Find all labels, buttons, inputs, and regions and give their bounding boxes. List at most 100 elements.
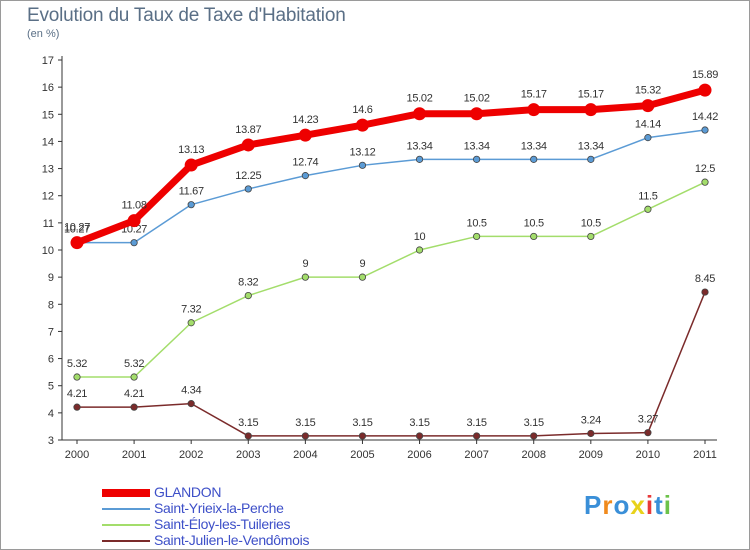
logo-letter: i	[645, 490, 655, 520]
data-point	[187, 319, 195, 327]
data-label: 10.27	[64, 222, 90, 234]
series-line-0	[73, 86, 709, 247]
data-label: 13.34	[578, 140, 604, 152]
data-label: 8.32	[238, 277, 258, 289]
data-point	[73, 373, 81, 381]
y-tick-label: 3	[48, 435, 54, 447]
data-point	[644, 205, 652, 213]
y-tick-label: 6	[48, 354, 54, 366]
legend-label: GLANDON	[154, 484, 222, 500]
data-label: 14.14	[635, 119, 661, 131]
x-tick-label: 2000	[65, 449, 89, 461]
data-label: 12.74	[292, 157, 318, 169]
data-label: 13.12	[349, 146, 375, 158]
logo-letter: o	[613, 490, 631, 520]
data-label: 8.45	[695, 273, 715, 285]
data-label: 15.02	[407, 93, 433, 105]
logo-letter: P	[584, 490, 603, 520]
data-point	[698, 83, 712, 97]
legend-item: Saint-Yrieix-la-Perche	[102, 500, 362, 516]
data-label: 4.21	[124, 388, 144, 400]
data-point	[187, 201, 195, 209]
x-tick-label: 2007	[464, 449, 488, 461]
data-label: 7.32	[181, 304, 201, 316]
legend-label: Saint-Julien-le-Vendômois	[154, 532, 310, 548]
logo-letter: x	[630, 490, 646, 520]
data-point	[187, 400, 195, 408]
data-point	[587, 232, 595, 241]
y-tick-label: 14	[42, 136, 54, 148]
data-point	[641, 99, 655, 113]
data-point	[584, 103, 598, 117]
x-tick-label: 2001	[122, 449, 146, 461]
data-label: 13.34	[521, 140, 547, 152]
y-tick-label: 5	[48, 381, 54, 393]
data-point	[470, 107, 484, 121]
data-label: 5.32	[67, 358, 87, 370]
legend-item: Saint-Éloy-les-Tuileries	[102, 516, 362, 532]
legend-swatch	[102, 489, 150, 497]
data-point	[701, 288, 709, 296]
logo-letter: t	[654, 490, 664, 520]
data-label: 4.34	[181, 385, 201, 397]
data-label: 10.5	[581, 217, 601, 229]
x-tick-label: 2009	[579, 449, 603, 461]
data-point	[473, 432, 481, 440]
data-point	[241, 138, 255, 152]
x-tick-label: 2004	[293, 449, 317, 461]
data-label: 13.34	[464, 140, 490, 152]
series-line-3	[76, 291, 706, 437]
data-point	[301, 273, 309, 281]
proxiti-logo: Proxiti	[584, 490, 672, 521]
legend-swatch	[102, 540, 150, 542]
data-label: 10	[414, 231, 426, 243]
data-label: 15.17	[521, 89, 547, 101]
data-label: 3.15	[467, 417, 487, 429]
data-point	[355, 118, 369, 132]
data-label: 9	[360, 258, 366, 270]
data-label: 11.08	[121, 200, 146, 212]
data-point	[473, 232, 481, 241]
data-point	[701, 126, 709, 134]
y-tick-label: 9	[48, 272, 54, 284]
data-label: 14.6	[352, 104, 372, 116]
data-point	[530, 155, 538, 163]
data-point	[530, 232, 538, 241]
data-label: 5.32	[124, 358, 144, 370]
data-point	[415, 155, 424, 163]
chart-title: Evolution du Taux de Taxe d'Habitation	[27, 5, 346, 26]
data-point	[530, 432, 538, 440]
data-label: 13.87	[235, 124, 261, 136]
data-label: 10.5	[524, 217, 544, 229]
data-point	[244, 291, 252, 300]
data-point	[644, 134, 652, 142]
chart-legend: GLANDON Saint-Yrieix-la-Perche Saint-Éloy-…	[102, 484, 362, 548]
data-label: 3.15	[352, 417, 372, 429]
legend-swatch	[102, 524, 150, 526]
data-point	[301, 432, 309, 440]
data-point	[130, 373, 138, 381]
data-point	[130, 403, 138, 411]
legend-item: GLANDON	[102, 484, 362, 500]
data-label: 3.15	[238, 417, 258, 429]
y-tick-label: 12	[42, 191, 54, 203]
data-label: 3.24	[581, 414, 601, 426]
data-point	[415, 432, 424, 440]
data-point	[244, 185, 252, 193]
legend-label: Saint-Éloy-les-Tuileries	[154, 516, 291, 532]
y-tick-label: 16	[42, 82, 54, 94]
data-point	[244, 432, 252, 440]
data-label: 12.5	[695, 163, 715, 175]
y-tick-label: 15	[42, 109, 54, 121]
data-point	[184, 158, 198, 172]
data-point	[358, 432, 367, 440]
data-label: 12.25	[235, 170, 261, 182]
y-tick-label: 10	[42, 245, 54, 257]
data-label: 15.32	[635, 85, 661, 97]
series-line-1	[76, 129, 706, 244]
y-tick-label: 17	[42, 55, 54, 67]
x-tick-label: 2006	[407, 449, 431, 461]
data-point	[301, 172, 309, 180]
